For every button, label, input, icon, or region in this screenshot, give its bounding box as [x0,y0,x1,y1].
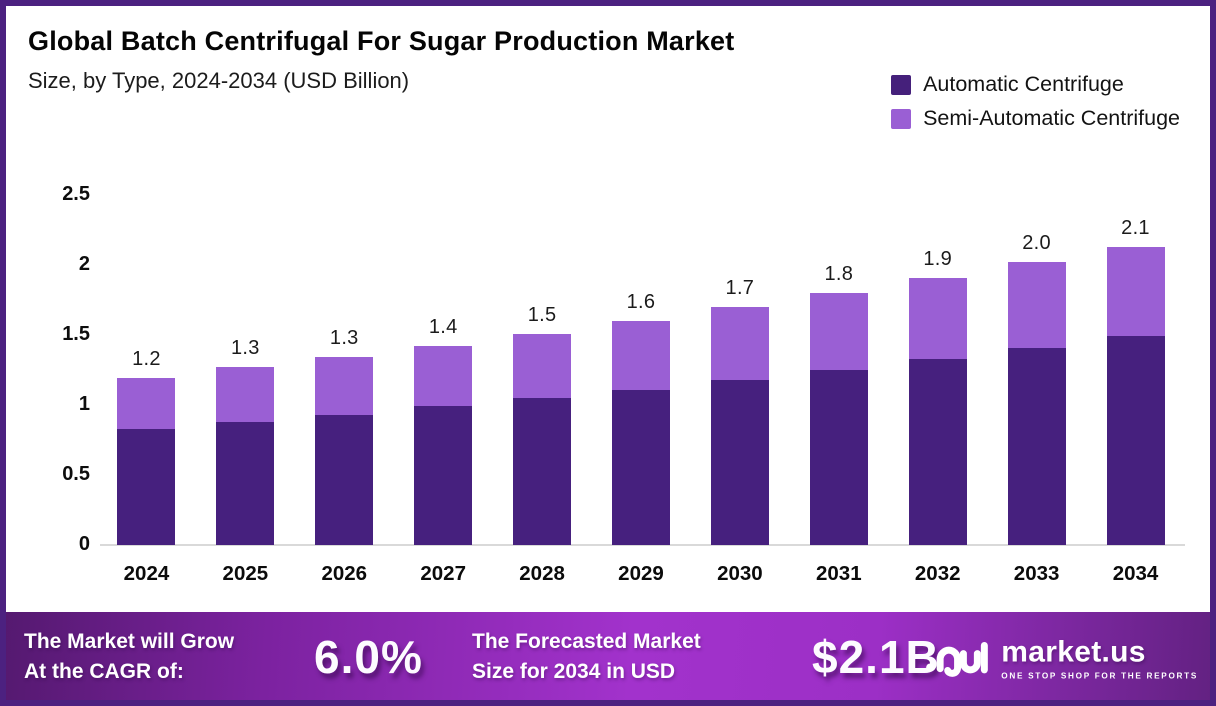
bar-segment-automatic [414,406,473,545]
cagr-line2: At the CAGR of: [24,660,184,684]
bar-value-label: 1.2 [132,348,161,371]
bar-value-label: 1.5 [527,303,557,326]
bar-value-label: 1.6 [626,291,656,314]
bar-slot-2030: 1.7 2030 [690,0,789,585]
bar-segment-semi-automatic [414,346,473,407]
x-axis-label: 2028 [519,562,565,585]
forecast-line1: The Forecasted Market [472,630,701,653]
y-axis-tick-label: 0.5 [62,463,90,485]
x-axis-label: 2029 [618,562,664,585]
bar-segment-semi-automatic [710,307,769,380]
bar-segment-automatic [908,358,967,545]
bar-slot-2026: 1.3 2026 [295,0,394,585]
marketus-logo-icon [925,629,989,690]
page-title: Global Batch Centrifugal For Sugar Produ… [28,26,735,56]
legend-label: Semi-Automatic Centrifuge [923,106,1180,130]
bar-slot-2024: 1.2 2024 [97,0,196,585]
y-axis-tick-label: 2.5 [62,183,90,205]
forecast-value: $2.1B [812,630,940,683]
forecast-line2: Size for 2034 in USD [472,660,676,684]
bar-segment-automatic [809,370,868,545]
bar-segment-automatic [315,414,374,545]
x-axis-label: 2033 [1013,562,1060,585]
logo-tagline: ONE STOP SHOP FOR THE REPORTS [1001,671,1198,681]
bar-slot-2025: 1.3 2025 [196,0,295,585]
y-axis-tick-label: 2 [78,253,90,275]
bar-segment-automatic [216,421,275,545]
bar-segment-semi-automatic [117,378,176,429]
bar-segment-automatic [1007,347,1066,545]
x-axis-label: 2025 [222,562,269,585]
bar-value-label: 2.1 [1121,216,1150,239]
bar-slot-2027: 1.4 2027 [394,0,493,585]
x-axis-line [100,544,1185,546]
bars-row: 1.2 2024 1.3 2025 1.3 2026 1.4 2027 1.5 2028 1.6 20… [97,0,1185,585]
cagr-line1: The Market will Grow [24,630,235,653]
bar-segment-automatic [117,428,176,545]
bar-slot-2033: 2.0 2033 [987,0,1086,585]
bar-segment-semi-automatic [513,333,572,398]
bar-value-label: 1.3 [329,327,359,350]
bar-slot-2031: 1.8 2031 [789,0,888,585]
legend-item: Automatic Centrifuge [891,72,1124,97]
bar-segment-semi-automatic [809,293,868,370]
bar-segment-automatic [513,398,572,545]
y-axis-tick-label: 1.5 [62,323,90,345]
bar-segment-semi-automatic [908,277,967,359]
bar-value-label: 2.0 [1022,232,1051,255]
y-axis-tick-label: 0 [78,533,90,555]
x-axis-label: 2034 [1112,562,1159,585]
bar-value-label: 1.3 [231,337,260,360]
x-axis-label: 2027 [420,562,466,585]
logo-name: market.us [1001,635,1146,669]
bar-segment-semi-automatic [611,321,670,390]
footer-banner: The Market will Grow At the CAGR of: 6.0… [0,612,1216,706]
x-axis-label: 2032 [914,562,961,585]
x-axis-label: 2026 [321,562,368,585]
legend: Automatic Centrifuge Semi-Automatic Centr… [891,72,1180,131]
legend-swatch [891,108,912,129]
bar-segment-semi-automatic [216,367,275,422]
x-axis-label: 2024 [123,562,170,585]
bar-segment-automatic [611,389,670,545]
marketus-logo: market.us ONE STOP SHOP FOR THE REPORTS [925,629,1198,690]
bar-segment-automatic [710,379,769,545]
forecast-text: The Forecasted Market Size for 2034 in U… [472,627,701,688]
bar-segment-automatic [1106,336,1165,545]
legend-swatch [891,74,912,95]
bar-slot-2028: 1.5 2028 [493,0,592,585]
y-axis-tick-label: 1 [78,393,90,415]
page-subtitle: Size, by Type, 2024-2034 (USD Billion) [28,68,410,93]
bar-value-label: 1.7 [725,277,755,300]
legend-label: Automatic Centrifuge [923,72,1124,96]
cagr-text: The Market will Grow At the CAGR of: [24,627,234,688]
bar-segment-semi-automatic [1106,246,1165,337]
bar-slot-2034: 2.1 2034 [1086,0,1185,585]
bar-slot-2032: 1.9 2032 [888,0,987,585]
legend-item: Semi-Automatic Centrifuge [891,106,1180,131]
bar-value-label: 1.8 [824,263,854,285]
x-axis-label: 2031 [815,562,862,585]
cagr-value: 6.0% [314,630,423,683]
x-axis-label: 2030 [717,562,763,585]
bar-slot-2029: 1.6 2029 [592,0,691,585]
bar-segment-semi-automatic [315,357,374,415]
bar-segment-semi-automatic [1007,262,1066,348]
bar-value-label: 1.4 [428,316,458,339]
bar-value-label: 1.9 [923,247,953,270]
